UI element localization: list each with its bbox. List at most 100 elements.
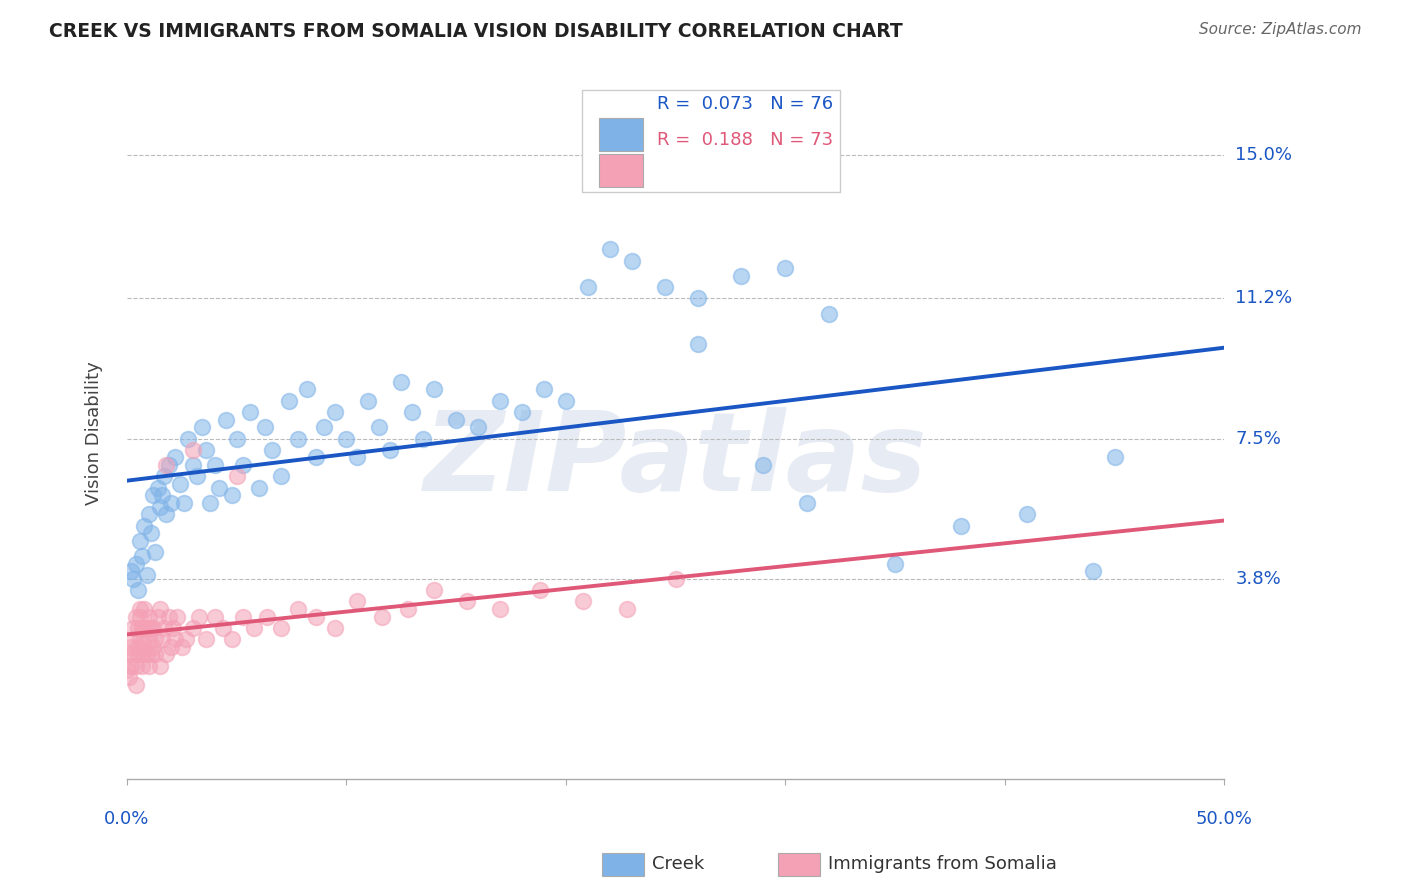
Point [278,393,301,408]
Point [155,648,177,662]
Point [576,280,599,294]
Point [149,658,172,673]
Point [346,594,368,608]
Point [818,307,841,321]
Point [884,557,907,571]
Point [149,602,172,616]
Point [270,621,292,635]
Point [169,477,191,491]
Point [194,632,217,647]
Point [134,632,156,647]
Point [146,481,169,495]
Point [138,508,160,522]
Point [188,609,211,624]
Point [145,632,167,647]
Point [730,268,752,283]
Point [153,621,176,635]
Point [533,382,555,396]
Point [389,375,412,389]
Point [444,412,467,426]
Point [125,678,148,692]
Point [212,621,235,635]
Point [139,648,162,662]
Point [225,432,247,446]
Point [138,658,160,673]
Point [138,632,160,647]
Point [456,594,478,608]
Point [129,533,152,548]
Point [239,405,262,419]
Point [134,602,156,616]
Text: Creek: Creek [652,855,704,873]
Point [159,640,181,654]
Point [489,393,512,408]
Point [357,393,380,408]
Point [125,658,148,673]
Point [260,442,283,457]
Point [129,602,152,616]
Point [423,582,446,597]
Point [1015,508,1038,522]
Point [208,481,231,495]
Point [1104,450,1126,465]
Point [170,640,193,654]
Point [131,621,153,635]
Point [654,280,676,294]
Point [200,496,222,510]
Point [125,557,148,571]
Point [243,621,266,635]
Point [134,518,156,533]
Text: 15.0%: 15.0% [1236,145,1292,163]
Point [599,242,621,256]
Y-axis label: Vision Disability: Vision Disability [86,361,103,505]
Point [396,602,419,616]
Text: 50.0%: 50.0% [1197,810,1253,828]
Point [166,609,188,624]
Point [139,526,162,541]
Text: Immigrants from Somalia: Immigrants from Somalia [828,855,1057,873]
Point [380,442,402,457]
Point [254,420,277,434]
Point [118,648,141,662]
Point [127,640,149,654]
Point [221,632,243,647]
Text: 7.5%: 7.5% [1236,430,1281,448]
Point [129,632,152,647]
Point [122,572,145,586]
Point [305,609,328,624]
Point [174,632,197,647]
Text: R =  0.073   N = 76: R = 0.073 N = 76 [657,95,834,112]
Text: ZIPatlas: ZIPatlas [423,407,928,514]
Point [796,496,818,510]
Point [270,469,292,483]
Point [489,602,512,616]
Point [225,469,247,483]
Point [122,621,145,635]
Text: R =  0.188   N = 73: R = 0.188 N = 73 [657,131,834,150]
Point [247,481,270,495]
Point [173,496,195,510]
Point [145,545,167,559]
Point [162,621,184,635]
Point [135,621,157,635]
Point [131,658,153,673]
Point [131,648,153,662]
Point [325,405,347,419]
Point [177,432,200,446]
Point [125,609,148,624]
Point [153,469,176,483]
Text: 0.0%: 0.0% [104,810,149,828]
Point [142,621,165,635]
Point [335,432,357,446]
Point [145,648,167,662]
Point [149,500,172,514]
Point [412,432,434,446]
Point [325,621,347,635]
Point [118,670,141,684]
Point [401,405,423,419]
Point [752,458,775,472]
Point [204,458,226,472]
Point [346,450,368,465]
Point [142,488,165,502]
Point [1081,564,1104,578]
